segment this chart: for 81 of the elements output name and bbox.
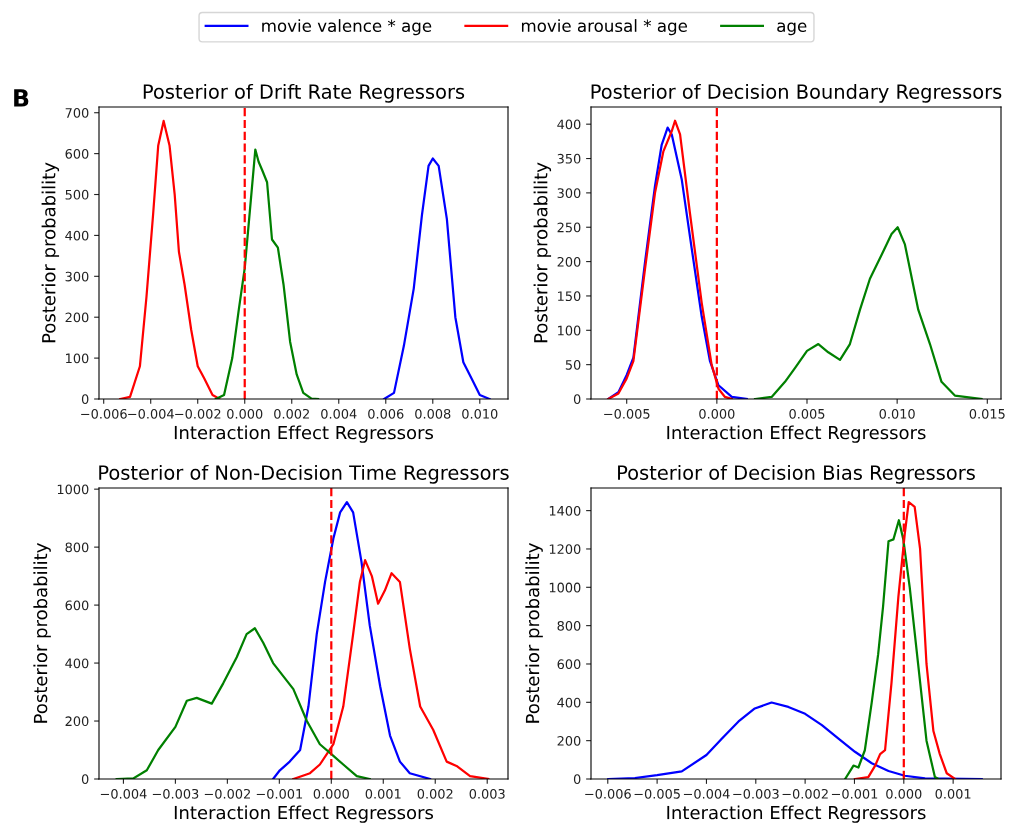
y-tick-label: 400 [65,230,89,241]
y-tick-label: 200 [557,256,581,267]
chart-title: Posterior of Non-Decision Time Regressors [99,464,509,484]
line-series [271,501,432,779]
y-tick-label: 200 [557,735,581,746]
x-tick-label: 0.005 [789,408,825,419]
chart-title: Posterior of Decision Bias Regressors [618,464,975,484]
x-tick-label: −0.001 [256,788,303,799]
x-tick-label: 0.000 [313,788,349,799]
x-tick-label: −0.006 [585,788,631,799]
x-tick-label: −0.005 [604,408,650,419]
x-tick-label: 0.008 [415,408,451,419]
line-series [119,119,221,399]
text: B [14,89,29,107]
y-tick-label: 350 [557,153,581,164]
y-tick-label: 600 [65,600,89,611]
y-tick-label: 250 [557,222,581,233]
x-tick-label: −0.004 [683,788,730,799]
y-axis-title: Posterior probability [41,162,60,343]
y-tick-label: 800 [65,542,89,553]
x-tick-label: −0.003 [733,788,779,799]
y-tick-label: 0 [81,394,89,405]
x-axis-title: Interaction Effect Regressors [667,805,926,823]
y-tick-label: 0 [81,774,89,785]
chart-title: Posterior of Drift Rate Regressors [143,83,465,103]
x-tick-label: −0.004 [128,408,174,419]
x-tick-label: −0.005 [634,788,680,799]
x-axis-title: Interaction Effect Regressors [174,425,434,443]
y-tick-label: 400 [557,119,581,130]
x-tick-label: −0.002 [782,788,828,799]
y-tick-label: 700 [65,108,89,118]
y-tick-label: 400 [65,658,89,669]
x-tick-label: −0.006 [81,408,127,419]
y-tick-label: 200 [65,716,89,727]
chart-title: Posterior of Decision Boundary Regressors [591,83,1002,103]
x-tick-label: 0.002 [274,408,309,419]
x-tick-label: 0.003 [469,788,505,799]
legend-label: movie arousal * age [521,19,687,36]
x-axis-title: Interaction Effect Regressors [667,425,926,443]
x-axis-title: Interaction Effect Regressors [174,805,434,823]
y-tick-label: 1000 [549,582,581,593]
y-tick-label: 800 [557,620,581,631]
x-tick-label: −0.003 [152,788,199,799]
y-axis-title: Posterior probability [33,543,51,723]
y-tick-label: 100 [558,325,581,336]
x-tick-label: 0.010 [879,408,915,419]
x-tick-label: −0.004 [100,788,147,799]
x-tick-label: 0.004 [321,408,357,419]
y-tick-label: 0 [573,774,581,785]
x-tick-label: 0.006 [368,408,404,419]
x-tick-label: 0.002 [417,788,453,799]
y-tick-label: 1000 [57,484,89,495]
y-axis-title: Posterior probability [533,162,552,343]
y-tick-label: 600 [557,659,581,670]
x-tick-label: −0.002 [204,788,250,799]
line-series [843,519,940,779]
y-tick-label: 400 [557,697,581,708]
legend-label: movie valence * age [262,19,432,36]
y-tick-label: 150 [558,291,581,302]
x-tick-label: −0.001 [831,788,878,799]
y-tick-label: 300 [65,271,89,282]
x-tick-label: −0.002 [175,408,221,419]
y-tick-label: 300 [557,188,581,198]
x-tick-label: 0.000 [227,408,263,419]
y-tick-label: 50 [565,359,581,370]
y-tick-label: 100 [66,353,89,364]
legend-label: age [777,22,807,36]
x-tick-label: 0.001 [935,788,971,799]
y-tick-label: 200 [65,312,89,323]
x-tick-label: 0.000 [886,788,922,799]
y-tick-label: 500 [65,189,89,200]
x-tick-label: 0.015 [969,408,1005,419]
y-tick-label: 600 [65,148,89,159]
y-tick-label: 1200 [549,544,581,555]
line-series [383,157,491,399]
y-axis-title: Posterior probability [525,543,543,723]
y-tick-label: 1400 [549,505,581,516]
x-tick-label: 0.000 [699,408,735,419]
y-tick-label: 0 [573,394,581,405]
x-tick-label: 0.001 [365,788,401,799]
x-tick-label: 0.010 [462,408,498,419]
